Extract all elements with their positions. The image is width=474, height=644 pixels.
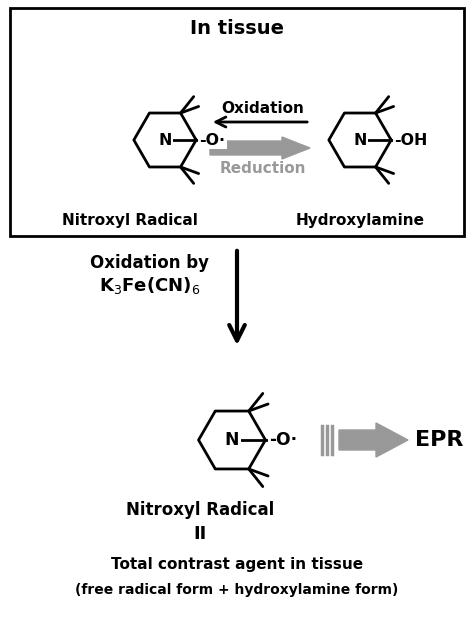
Text: -O·: -O· <box>269 431 297 449</box>
Text: In tissue: In tissue <box>190 19 284 37</box>
Text: Reduction: Reduction <box>220 160 306 176</box>
Text: -OH: -OH <box>394 133 428 147</box>
Text: Oxidation: Oxidation <box>221 100 304 115</box>
Text: Nitroxyl Radical: Nitroxyl Radical <box>62 213 198 227</box>
Text: Hydroxylamine: Hydroxylamine <box>295 213 425 227</box>
Polygon shape <box>339 423 408 457</box>
Text: -O·: -O· <box>200 133 226 147</box>
Text: (free radical form + hydroxylamine form): (free radical form + hydroxylamine form) <box>75 583 399 597</box>
Text: II: II <box>193 525 207 543</box>
Text: N: N <box>353 133 367 147</box>
FancyBboxPatch shape <box>10 8 464 236</box>
Text: N: N <box>225 431 239 449</box>
Text: K$_3$Fe(CN)$_6$: K$_3$Fe(CN)$_6$ <box>100 274 201 296</box>
Text: Total contrast agent in tissue: Total contrast agent in tissue <box>111 558 363 573</box>
Text: Nitroxyl Radical: Nitroxyl Radical <box>126 501 274 519</box>
Text: EPR: EPR <box>415 430 464 450</box>
Polygon shape <box>210 137 310 159</box>
Text: Oxidation by: Oxidation by <box>91 254 210 272</box>
Text: N: N <box>158 133 172 147</box>
